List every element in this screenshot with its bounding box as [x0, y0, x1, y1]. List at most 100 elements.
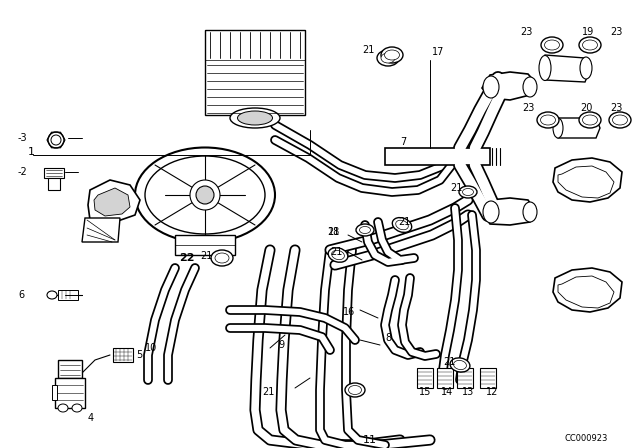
Ellipse shape	[541, 37, 563, 53]
Polygon shape	[385, 148, 490, 165]
Polygon shape	[540, 55, 590, 82]
Polygon shape	[55, 378, 85, 408]
Ellipse shape	[230, 108, 280, 128]
Text: 22: 22	[179, 253, 195, 263]
Ellipse shape	[459, 186, 477, 198]
Ellipse shape	[483, 201, 499, 223]
Ellipse shape	[58, 404, 68, 412]
Text: 13: 13	[462, 387, 474, 397]
Text: 21: 21	[262, 387, 274, 397]
Ellipse shape	[360, 227, 371, 233]
Text: 23: 23	[610, 27, 622, 37]
Text: -3: -3	[18, 133, 28, 143]
Ellipse shape	[48, 132, 64, 148]
Ellipse shape	[215, 253, 229, 263]
Ellipse shape	[580, 57, 592, 79]
Ellipse shape	[385, 50, 399, 60]
Text: 9: 9	[278, 340, 284, 350]
Polygon shape	[553, 268, 622, 312]
Text: 14: 14	[441, 387, 453, 397]
Polygon shape	[94, 188, 130, 216]
Text: 21: 21	[200, 251, 212, 261]
Polygon shape	[58, 290, 78, 300]
Ellipse shape	[582, 40, 598, 50]
Text: 15: 15	[419, 387, 431, 397]
Text: 10: 10	[145, 343, 157, 353]
Polygon shape	[482, 72, 535, 100]
Text: 17: 17	[432, 47, 444, 57]
Text: 21: 21	[398, 217, 410, 227]
Ellipse shape	[450, 358, 470, 372]
Text: 8: 8	[385, 333, 391, 343]
Text: -2: -2	[18, 167, 28, 177]
Ellipse shape	[582, 115, 598, 125]
Ellipse shape	[545, 40, 559, 50]
Text: 23: 23	[522, 103, 534, 113]
Ellipse shape	[381, 53, 395, 63]
Ellipse shape	[356, 224, 374, 236]
Polygon shape	[48, 178, 60, 190]
Ellipse shape	[454, 361, 467, 370]
Ellipse shape	[463, 189, 474, 195]
Text: 11: 11	[363, 435, 377, 445]
Ellipse shape	[328, 248, 348, 262]
Polygon shape	[482, 198, 535, 225]
Polygon shape	[82, 218, 120, 242]
Ellipse shape	[47, 291, 57, 299]
Ellipse shape	[72, 404, 82, 412]
Polygon shape	[417, 368, 433, 388]
Ellipse shape	[483, 76, 499, 98]
Ellipse shape	[145, 156, 265, 234]
Polygon shape	[437, 368, 453, 388]
Ellipse shape	[541, 115, 556, 125]
Text: 7: 7	[400, 137, 406, 147]
Polygon shape	[113, 348, 133, 362]
Ellipse shape	[537, 112, 559, 128]
Polygon shape	[52, 385, 57, 400]
Text: 21: 21	[330, 247, 342, 257]
Text: 4: 4	[88, 413, 94, 423]
Text: 21: 21	[450, 183, 462, 193]
Text: 1: 1	[28, 147, 35, 157]
Text: 16: 16	[343, 307, 355, 317]
Polygon shape	[457, 368, 473, 388]
Polygon shape	[554, 118, 600, 138]
Polygon shape	[480, 368, 496, 388]
Ellipse shape	[609, 112, 631, 128]
Ellipse shape	[612, 115, 627, 125]
Polygon shape	[58, 360, 82, 378]
Text: 20: 20	[580, 103, 593, 113]
Text: 21: 21	[328, 227, 340, 237]
Ellipse shape	[211, 250, 233, 266]
Text: 18: 18	[328, 227, 340, 237]
Ellipse shape	[377, 50, 399, 66]
Ellipse shape	[237, 111, 273, 125]
Ellipse shape	[332, 250, 344, 260]
Polygon shape	[553, 158, 622, 202]
Polygon shape	[175, 235, 235, 255]
Text: 21: 21	[443, 357, 456, 367]
Text: CC000923: CC000923	[564, 434, 608, 443]
Ellipse shape	[196, 186, 214, 204]
Ellipse shape	[396, 220, 408, 230]
Ellipse shape	[579, 112, 601, 128]
Ellipse shape	[345, 383, 365, 397]
Text: 5: 5	[136, 350, 142, 360]
Ellipse shape	[553, 118, 563, 138]
Text: 12: 12	[486, 387, 498, 397]
Text: 6: 6	[18, 290, 24, 300]
Ellipse shape	[349, 385, 362, 395]
Text: 23: 23	[520, 27, 532, 37]
Ellipse shape	[381, 47, 403, 63]
Polygon shape	[44, 168, 64, 178]
Text: 23: 23	[610, 103, 622, 113]
Ellipse shape	[190, 180, 220, 210]
Ellipse shape	[523, 202, 537, 222]
Text: 21: 21	[362, 45, 374, 55]
Text: 19: 19	[582, 27, 595, 37]
Ellipse shape	[135, 147, 275, 242]
Ellipse shape	[579, 37, 601, 53]
Polygon shape	[88, 180, 140, 222]
Polygon shape	[205, 30, 305, 115]
Ellipse shape	[523, 77, 537, 97]
